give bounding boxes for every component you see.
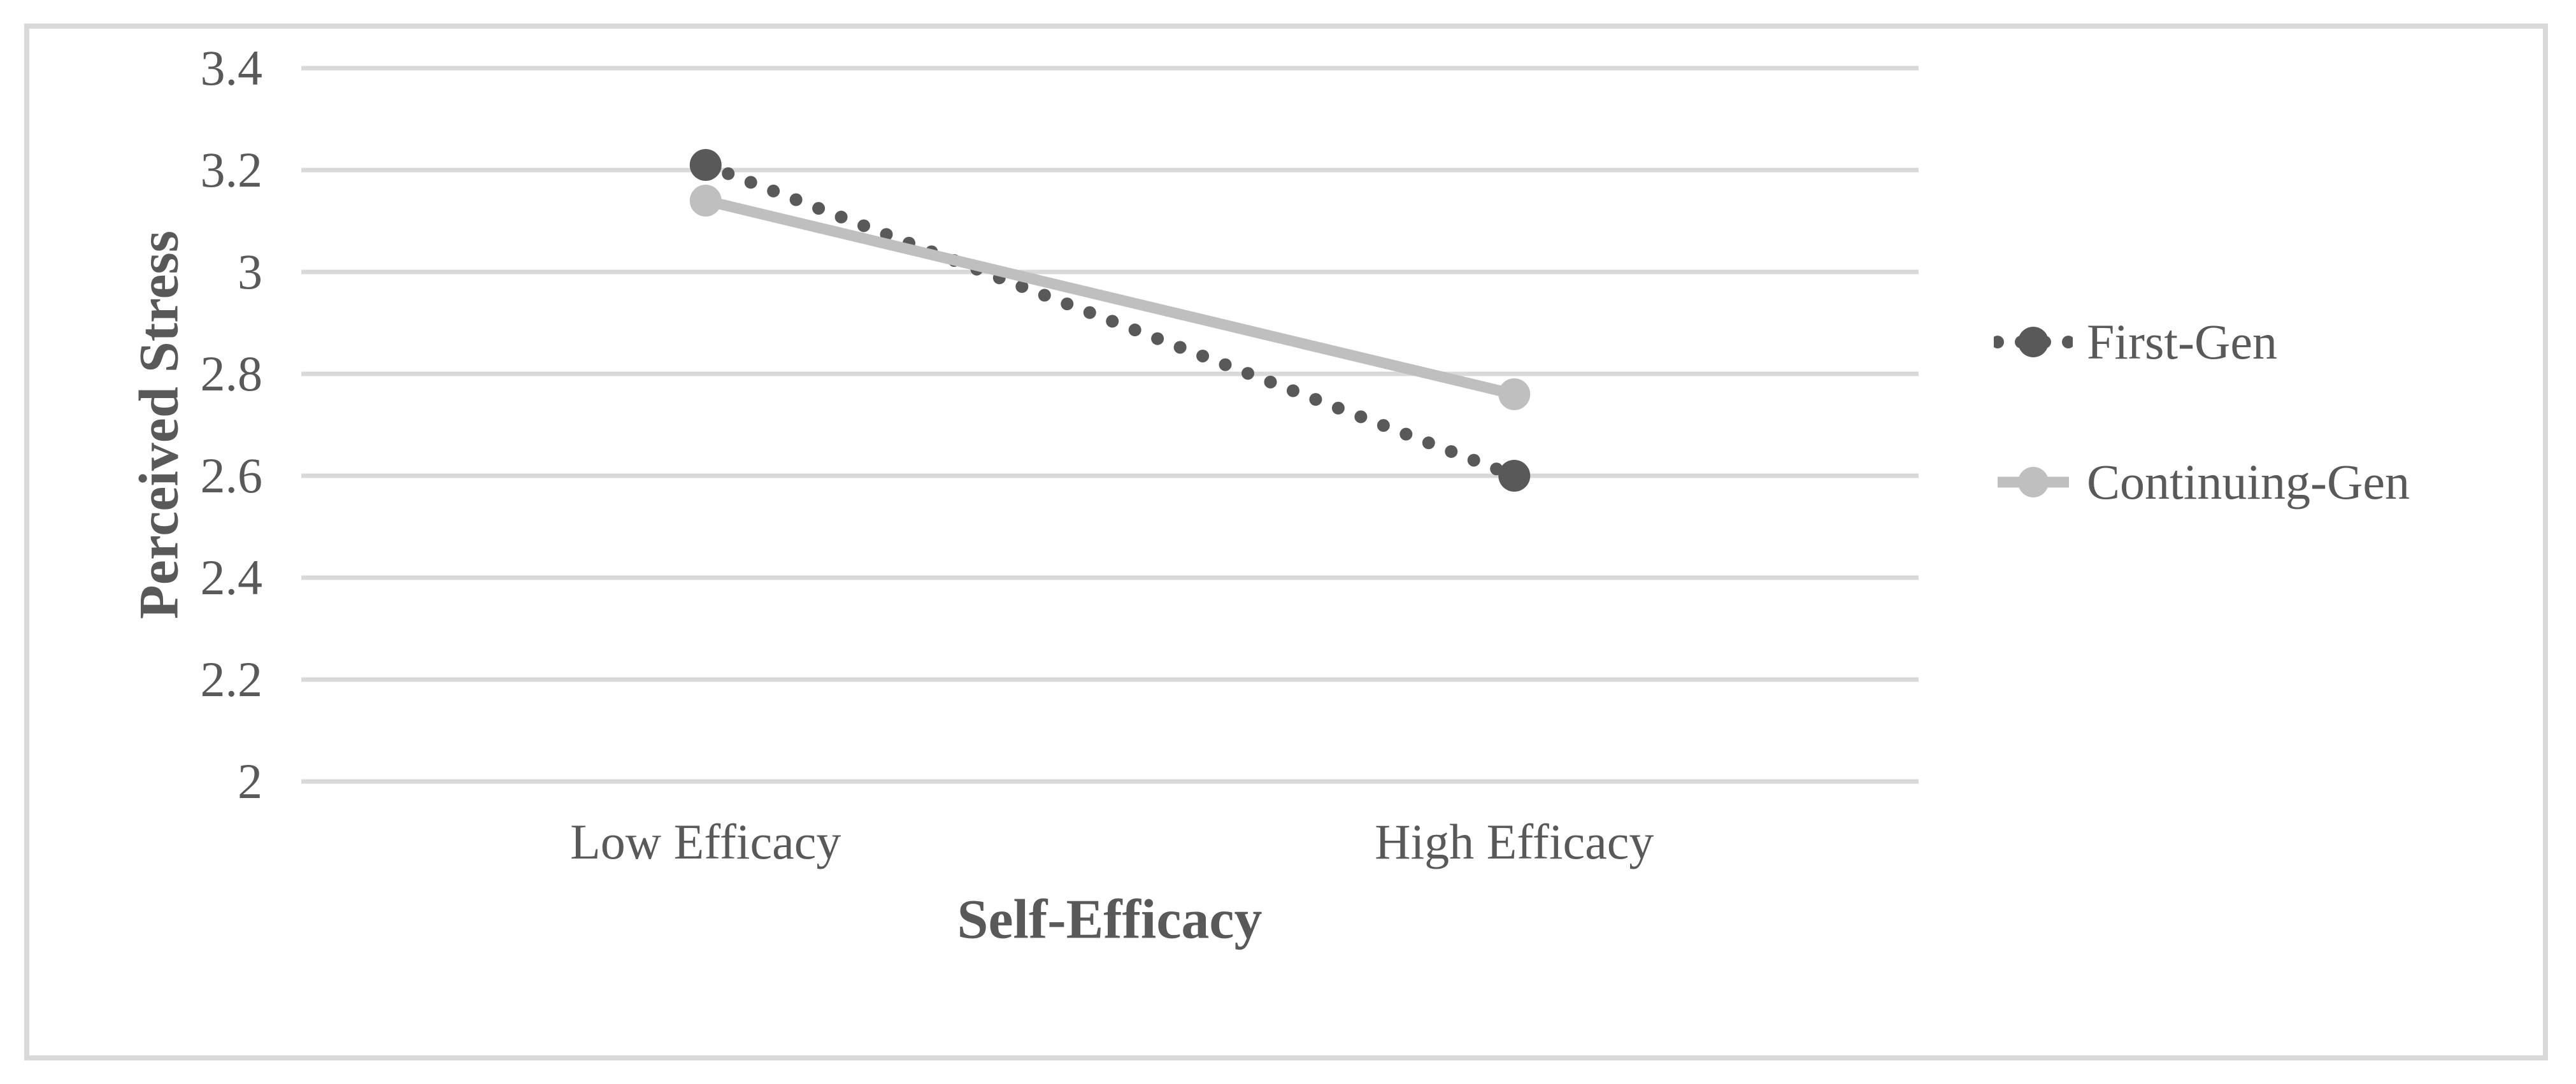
y-tick-label-3-2: 3.2 xyxy=(200,142,263,197)
first-gen-marker-high-efficacy xyxy=(1498,460,1531,492)
first-gen-dotted-line-key-icon xyxy=(1994,327,2073,357)
y-tick-label-2: 2 xyxy=(238,753,262,809)
first-gen-marker-low-efficacy xyxy=(689,149,722,181)
y-tick-label-2-2: 2.2 xyxy=(200,652,263,707)
continuing-gen-marker-high-efficacy xyxy=(1498,378,1531,410)
y-tick-label-3-4: 3.4 xyxy=(200,40,263,96)
y-axis-title: Perceived Stress xyxy=(128,230,190,620)
continuing-gen-marker-low-efficacy xyxy=(689,185,722,217)
legend-label-first-gen: First-Gen xyxy=(2087,314,2277,369)
y-tick-label-2-4: 2.4 xyxy=(200,550,263,605)
y-tick-label-2-8: 2.8 xyxy=(200,346,263,401)
y-tick-label-2-6: 2.6 xyxy=(200,448,263,503)
continuing-gen-solid-line-key-icon xyxy=(1998,467,2069,497)
x-axis-title: Self-Efficacy xyxy=(957,888,1263,951)
legend-item-continuing-gen: Continuing-Gen xyxy=(1994,457,2410,507)
y-tick-label-3: 3 xyxy=(238,244,262,299)
legend-item-first-gen: First-Gen xyxy=(1994,317,2277,367)
first-gen-line xyxy=(699,159,1521,482)
chart-outer-frame xyxy=(24,24,2548,1060)
legend-label-continuing-gen: Continuing-Gen xyxy=(2087,454,2410,510)
continuing-gen-line xyxy=(704,195,1516,400)
x-category-label-high-efficacy: High Efficacy xyxy=(1375,814,1654,869)
x-category-label-low-efficacy: Low Efficacy xyxy=(570,814,841,869)
